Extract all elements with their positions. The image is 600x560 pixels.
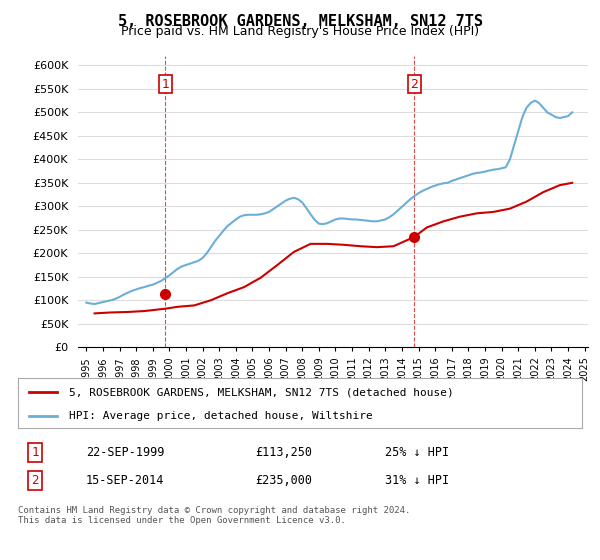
Text: £235,000: £235,000: [255, 474, 312, 487]
Text: 1: 1: [161, 78, 169, 91]
Text: 15-SEP-2014: 15-SEP-2014: [86, 474, 164, 487]
Text: Contains HM Land Registry data © Crown copyright and database right 2024.
This d: Contains HM Land Registry data © Crown c…: [18, 506, 410, 525]
Text: 22-SEP-1999: 22-SEP-1999: [86, 446, 164, 459]
Text: £113,250: £113,250: [255, 446, 312, 459]
Text: 5, ROSEBROOK GARDENS, MELKSHAM, SN12 7TS (detached house): 5, ROSEBROOK GARDENS, MELKSHAM, SN12 7TS…: [69, 387, 454, 397]
Text: 2: 2: [410, 78, 418, 91]
Text: HPI: Average price, detached house, Wiltshire: HPI: Average price, detached house, Wilt…: [69, 411, 373, 421]
Text: 5, ROSEBROOK GARDENS, MELKSHAM, SN12 7TS: 5, ROSEBROOK GARDENS, MELKSHAM, SN12 7TS: [118, 14, 482, 29]
Text: 2: 2: [31, 474, 38, 487]
Text: 1: 1: [31, 446, 38, 459]
Text: Price paid vs. HM Land Registry's House Price Index (HPI): Price paid vs. HM Land Registry's House …: [121, 25, 479, 38]
Text: 31% ↓ HPI: 31% ↓ HPI: [385, 474, 449, 487]
Text: 25% ↓ HPI: 25% ↓ HPI: [385, 446, 449, 459]
